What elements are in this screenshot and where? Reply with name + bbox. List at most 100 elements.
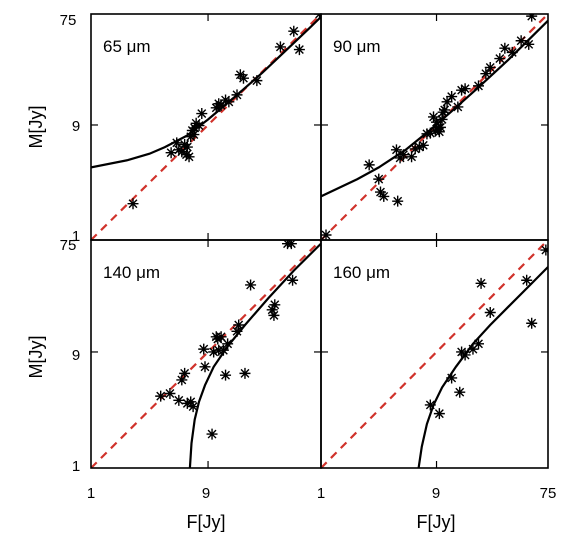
panel-title: 140 μm (103, 263, 160, 282)
data-point (199, 361, 211, 373)
data-point (189, 122, 201, 134)
x-axis-label-left: F[Jy] (187, 512, 226, 532)
data-point (173, 394, 185, 406)
data-point (173, 144, 185, 156)
data-point (176, 374, 188, 386)
data-point (176, 146, 188, 158)
data-point (245, 279, 257, 291)
data-point (269, 299, 281, 311)
one-to-one-line (91, 240, 321, 468)
data-point (198, 343, 210, 355)
data-point (473, 338, 485, 350)
data-point (397, 149, 409, 161)
data-point (452, 101, 464, 113)
data-point (424, 127, 436, 139)
data-point (285, 240, 297, 250)
panel-2: 90 μm (320, 13, 549, 241)
data-point (127, 198, 139, 210)
panels: 65 μm 90 μm 140 μm 160 μm (90, 13, 549, 469)
data-point (506, 46, 518, 58)
y-tick-top-9: 9 (72, 118, 80, 135)
y-tick-mid-75: 75 (60, 237, 77, 254)
data-point (215, 99, 227, 111)
data-point (467, 343, 479, 355)
data-point (164, 387, 176, 399)
data-point (484, 307, 496, 319)
data-point (231, 89, 243, 101)
data-point (374, 186, 386, 198)
one-to-one-line (321, 240, 548, 468)
data-point (287, 274, 299, 286)
data-point (181, 141, 193, 153)
panel-3-plot-area (91, 240, 321, 468)
data-point (222, 338, 234, 350)
data-point (436, 113, 448, 125)
data-point (165, 147, 177, 159)
x-tick-left-9: 9 (202, 485, 210, 502)
data-point (212, 333, 224, 345)
x-axis-label-right: F[Jy] (417, 512, 456, 532)
data-point (233, 319, 245, 331)
x-tick-right-9: 9 (432, 485, 440, 502)
data-point (268, 309, 280, 321)
y-tick-bottom-1: 1 (72, 458, 80, 475)
data-point (363, 159, 375, 171)
data-point (406, 151, 418, 163)
panel-1-plot-area (91, 14, 321, 240)
data-point (392, 195, 404, 207)
data-point (441, 96, 453, 108)
data-point (459, 83, 471, 95)
data-point (433, 408, 445, 420)
y-axis-label-bottom: M[Jy] (26, 336, 46, 379)
data-point (439, 104, 451, 116)
data-point (187, 401, 199, 413)
data-point (185, 396, 197, 408)
model-curve (91, 16, 321, 169)
data-point (215, 331, 227, 343)
data-point (424, 399, 436, 411)
data-point (540, 244, 548, 256)
data-point (210, 102, 222, 114)
data-point (274, 41, 286, 53)
data-point (196, 108, 208, 120)
model-curve (188, 242, 321, 468)
data-point (188, 129, 200, 141)
data-point (183, 151, 195, 163)
data-point (475, 277, 487, 289)
data-point (428, 111, 440, 123)
data-point (155, 390, 167, 402)
data-point (446, 91, 458, 103)
data-point (220, 369, 232, 381)
data-point (185, 131, 197, 143)
data-point (480, 68, 492, 80)
data-point (223, 96, 235, 108)
data-point (390, 144, 402, 156)
data-point (484, 61, 496, 73)
data-point (413, 141, 425, 153)
data-point (293, 44, 305, 56)
data-point (321, 229, 332, 240)
data-point (373, 173, 385, 185)
x-tick-right-75: 75 (540, 485, 557, 502)
model-curve (417, 266, 548, 468)
data-point (220, 94, 232, 106)
data-point (454, 386, 466, 398)
panel-title: 160 μm (333, 263, 390, 282)
panel-2-plot-area (321, 14, 548, 240)
data-point (208, 346, 220, 358)
data-point (459, 349, 471, 361)
panel-4: 160 μm (320, 239, 549, 469)
data-point (521, 274, 533, 286)
data-point (523, 38, 535, 50)
data-point (526, 14, 538, 22)
data-point (288, 25, 300, 37)
data-point (193, 120, 205, 132)
panel-3: 140 μm (90, 239, 322, 469)
data-point (206, 428, 218, 440)
data-point (217, 344, 229, 356)
y-tick-top-75: 75 (60, 12, 77, 29)
data-point (179, 367, 191, 379)
data-point (515, 35, 527, 47)
data-point (181, 397, 193, 409)
